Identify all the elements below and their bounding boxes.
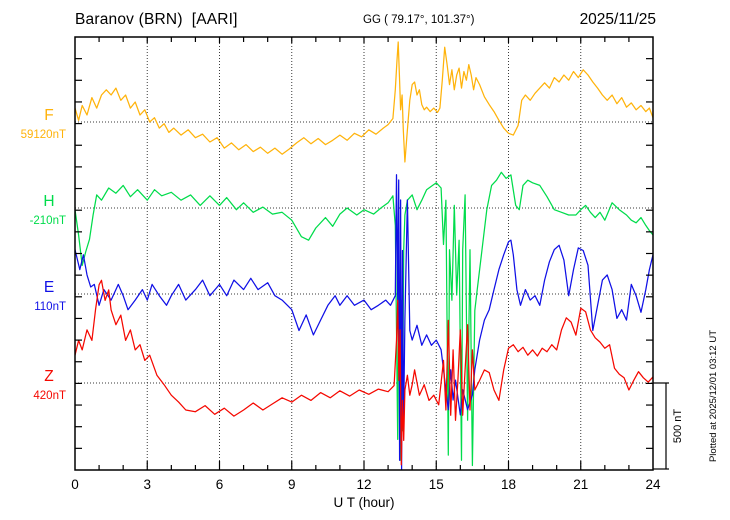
plotted-at-note: Plotted at 2025/12/01 03:12 UT (708, 330, 719, 462)
x-tick-label-24: 24 (645, 477, 661, 492)
x-tick-label-0: 0 (71, 477, 79, 492)
geographic-coordinates: GG ( 79.17°, 101.37°) (363, 14, 475, 26)
x-tick-label-18: 18 (501, 477, 516, 492)
x-tick-label-6: 6 (216, 477, 224, 492)
trace-F (75, 41, 653, 163)
channel-baseline-value-Z: 420nT (33, 390, 66, 402)
observation-date: 2025/11/25 (579, 11, 656, 28)
x-tick-label-15: 15 (429, 477, 444, 492)
scale-bar-label: 500 nT (672, 409, 684, 444)
channel-letter-Z: Z (44, 368, 53, 385)
x-tick-label-3: 3 (143, 477, 151, 492)
channel-baseline-value-E: 110nT (34, 301, 66, 313)
channel-baseline-value-H: -210nT (30, 215, 66, 227)
x-tick-label-12: 12 (356, 477, 371, 492)
channel-letter-F: F (44, 107, 53, 124)
trace-E (75, 174, 653, 470)
x-tick-label-9: 9 (288, 477, 296, 492)
trace-H (75, 171, 653, 467)
station-title: Baranov (BRN) [AARI] (75, 11, 238, 28)
channel-letter-H: H (43, 193, 54, 210)
x-tick-label-21: 21 (573, 477, 588, 492)
channel-letter-E: E (44, 279, 54, 296)
x-axis-title: U T (hour) (333, 495, 394, 510)
trace-Z (75, 279, 653, 466)
channel-baseline-value-F: 59120nT (21, 129, 66, 141)
